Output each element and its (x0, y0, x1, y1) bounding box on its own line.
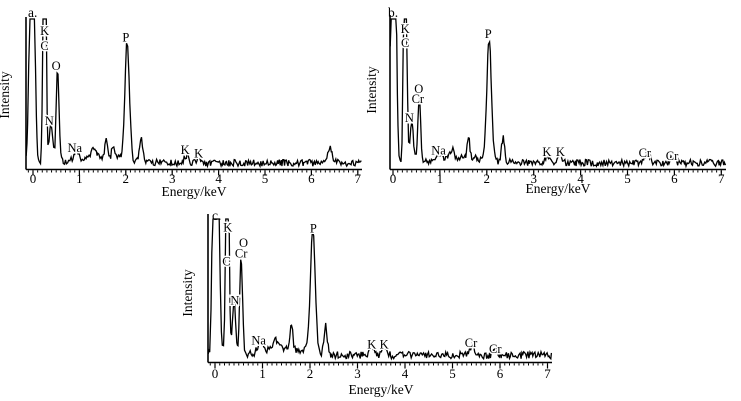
peak-label-c-0-K: K (223, 221, 232, 235)
peak-label-a-6-K: K (181, 143, 190, 157)
peak-label-b-1-C: C (401, 36, 409, 50)
peak-label-c-4-N: N (230, 293, 239, 307)
peak-label-b-5-Na: Na (431, 144, 446, 158)
spectrum-trace-a (25, 18, 362, 169)
peak-label-c-1-C: C (222, 254, 230, 268)
x-tick-label-c-6: 6 (497, 366, 504, 381)
x-tick-label-c-3: 3 (354, 366, 361, 381)
peak-label-b-7-K: K (542, 145, 551, 159)
x-axis-ticks-c (209, 363, 549, 369)
y-axis-label-b: Intensity (364, 66, 379, 113)
x-tick-label-a-3: 3 (169, 171, 176, 186)
peak-label-c-10-Cr: Cr (489, 342, 502, 356)
x-tick-label-b-1: 1 (437, 171, 444, 186)
x-tick-label-a-5: 5 (262, 171, 269, 186)
peak-label-b-0-K: K (401, 22, 410, 36)
x-tick-label-b-5: 5 (624, 171, 631, 186)
peak-label-b-4-N: N (405, 111, 414, 125)
x-tick-label-c-0: 0 (212, 366, 219, 381)
peak-label-a-5-P: P (122, 30, 129, 44)
peak-label-b-6-P: P (485, 27, 492, 41)
x-tick-label-b-3: 3 (530, 171, 537, 186)
peak-label-b-3-Cr: Cr (412, 92, 425, 106)
x-tick-label-b-6: 6 (671, 171, 678, 186)
peak-label-a-0-K: K (40, 24, 49, 38)
peak-label-b-9-Cr: Cr (639, 146, 652, 160)
x-tick-label-c-5: 5 (449, 366, 456, 381)
panel-letter-c: c. (212, 208, 221, 223)
peak-label-b-10-Cr: Cr (666, 149, 679, 163)
peak-label-a-3-N: N (45, 114, 54, 128)
peak-label-a-1-C: C (40, 39, 48, 53)
x-tick-label-c-1: 1 (259, 366, 266, 381)
x-tick-label-b-4: 4 (577, 171, 584, 186)
x-axis-ticks-b (392, 170, 722, 176)
x-tick-label-c-4: 4 (402, 366, 409, 381)
x-axis-label-a: Energy/keV (162, 184, 227, 199)
peak-label-c-8-K: K (380, 338, 389, 352)
peak-label-c-2-O: O (239, 236, 248, 250)
peak-label-b-8-K: K (556, 145, 565, 159)
peak-label-c-5-Na: Na (251, 333, 266, 347)
x-tick-label-a-2: 2 (123, 171, 130, 186)
x-axis-ticks-a (27, 170, 359, 176)
peak-label-b-2-O: O (414, 82, 423, 96)
peak-label-c-7-K: K (367, 338, 376, 352)
x-tick-label-a-4: 4 (215, 171, 222, 186)
x-axis-label-b: Energy/keV (526, 181, 591, 196)
panel-letter-a: a. (28, 5, 37, 20)
x-tick-label-b-7: 7 (718, 171, 725, 186)
peak-label-c-9-Cr: Cr (465, 336, 478, 350)
x-tick-label-c-7: 7 (544, 366, 551, 381)
peak-label-a-7-K: K (194, 147, 203, 161)
x-tick-label-c-2: 2 (307, 366, 314, 381)
x-axis-label-c: Energy/keV (349, 382, 414, 397)
peak-label-c-6-P: P (310, 222, 317, 236)
x-tick-label-a-0: 0 (30, 171, 37, 186)
y-axis-label-c: Intensity (180, 269, 195, 316)
x-tick-label-a-6: 6 (308, 171, 315, 186)
x-tick-label-a-1: 1 (76, 171, 83, 186)
peak-label-a-4-Na: Na (67, 141, 82, 155)
spectrum-trace-b (389, 18, 727, 169)
x-tick-label-b-2: 2 (484, 171, 491, 186)
x-tick-label-a-7: 7 (355, 171, 362, 186)
spectrum-trace-c (207, 218, 553, 361)
peak-label-c-3-Cr: Cr (235, 247, 248, 261)
peak-label-a-2-O: O (52, 59, 61, 73)
x-tick-label-b-0: 0 (390, 171, 397, 186)
panel-letter-b: b. (388, 5, 398, 20)
y-axis-label-a: Intensity (0, 71, 12, 118)
